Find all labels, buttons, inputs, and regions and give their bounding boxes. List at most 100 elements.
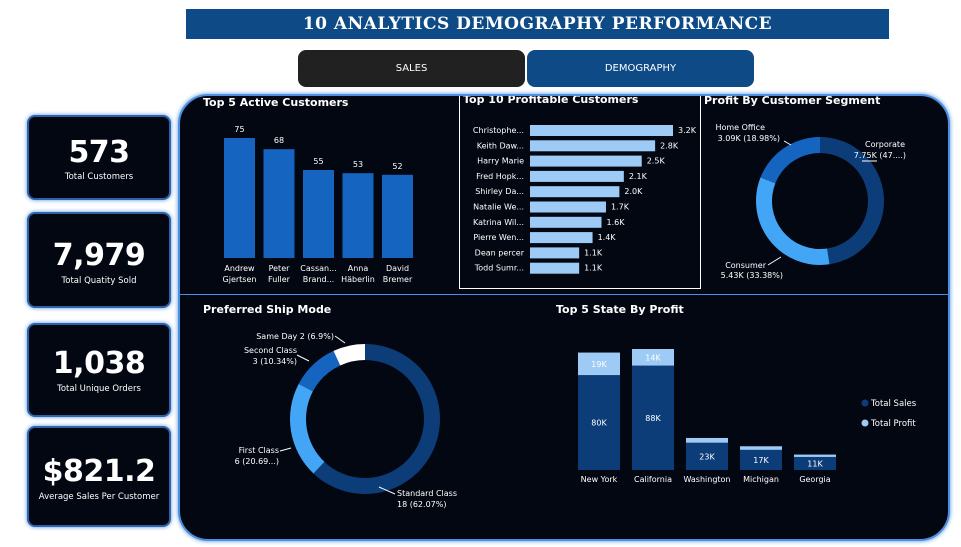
slice-first-class [290,383,325,474]
kpi-card-total-quantity: 7,979 Total Quatity Sold [27,212,171,308]
bar-sales-georgia [794,456,836,470]
data-label: 2.8K [660,141,679,150]
chart-profitable-customers: Christophe... 3.2K Keith Daw... 2.8K Harry M… [473,125,697,274]
bar-profit-california [632,349,674,366]
chart-title-state-profit: Top 5 State By Profit [556,303,684,316]
bar-profit-georgia [794,454,836,457]
chart-title-ship-mode: Preferred Ship Mode [203,303,332,316]
segment-label-consumer: Consumer [725,261,767,270]
category-label: Anna [348,264,369,273]
kpi-card-average-sales: $821.2 Average Sales Per Customer [27,426,171,527]
bar-keith-daw [530,140,656,152]
bar-christophe [530,125,673,136]
chart-title-customer-segment: Profit By Customer Segment [704,94,881,107]
bar-todd-sumr [530,262,580,274]
kpi-label: Average Sales Per Customer [38,492,160,502]
data-label: 75 [234,125,244,134]
bar-natalie-we [530,201,606,213]
ship-value-standard-class: 18 (62.07%) [397,500,446,509]
ship-value-second-class: 3 (10.34%) [253,357,297,366]
bar-sales-california [632,365,674,470]
data-label: 2.0K [624,187,643,196]
bar-cassan-brand [303,170,334,258]
slice-second-class [298,350,341,392]
bar-shirley-da [530,186,620,198]
category-label: Katrina Wil... [473,218,524,227]
category-label: Peter [269,264,291,273]
kpi-card-total-orders: 1,038 Total Unique Orders [27,323,171,417]
chart-state-profit: 80K 19K New York 88K 14K California 23K Washing… [578,349,917,484]
data-label: 2.5K [647,157,666,166]
ship-label-standard-class: Standard Class [397,489,457,498]
leader-line [279,447,292,452]
slice-same-day [333,344,365,366]
category-label: California [634,475,672,484]
data-label-profit: 19K [591,360,607,369]
slice-corporate [820,137,884,265]
bar-dean-percer [530,247,580,259]
tab-sales[interactable]: SALES [298,50,525,87]
kpi-value: 573 [68,135,130,170]
kpi-value: 7,979 [52,238,146,273]
bar-sales-washington [686,442,728,470]
chart-title-active-customers: Top 5 Active Customers [203,96,349,109]
bar-anna-h-berlin [342,173,374,258]
category-label: Christophe... [473,126,524,135]
category-label: Georgia [799,475,830,484]
category-label: Bremer [383,275,413,284]
category-label: Andrew [224,264,255,273]
data-label: 52 [392,162,402,171]
chart-active-customers: 75 Andrew Gjertsen 68 Peter Fuller 55 Cassan...… [223,125,413,284]
bar-profit-washington [686,437,728,443]
data-label-sales: 11K [807,459,823,468]
kpi-label: Total Customers [64,172,134,182]
data-label: 2.1K [629,172,648,181]
ship-label-second-class: Second Class [244,346,297,355]
chart-title-profitable-customers: Top 10 Profitable Customers [463,94,639,106]
ship-label-first-class: First Class [239,446,279,455]
data-label-sales: 80K [591,419,607,428]
category-label: Fred Hopk... [476,172,524,181]
bar-sales-michigan [740,449,782,470]
bar-andrew-gjertsen [224,138,255,258]
category-label: Häberlin [341,275,375,284]
category-label: Cassan... [300,264,336,273]
data-label: 1.6K [607,218,626,227]
category-label: Washington [683,475,730,484]
segment-label-consumer: 5.43K (33.38%) [721,271,783,280]
legend-label-total-profit: Total Profit [870,419,916,429]
leader-line [334,335,346,344]
segment-label-corporate: 7.75K (47....) [854,151,906,160]
data-label-sales: 17K [753,456,769,465]
segment-label-corporate: Corporate [865,140,905,149]
data-label-sales: 23K [699,452,715,461]
page-title: 10 ANALYTICS DEMOGRAPHY PERFORMANCE [186,9,889,39]
category-label: David [386,264,409,273]
tab-demography[interactable]: DEMOGRAPHY [527,50,754,87]
category-label: Pierre Wen... [473,233,524,242]
category-label: Dean percer [475,248,525,257]
legend-label-total-sales: Total Sales [870,399,917,409]
bar-profit-michigan [740,446,782,450]
data-label: 1.1K [584,264,603,273]
segment-label-home-office: 3.09K (18.98%) [718,134,780,143]
category-label: Todd Sumr... [474,264,524,273]
segment-label-home-office: Home Office [715,123,765,132]
kpi-value: 1,038 [52,346,146,381]
bar-katrina-wil [530,216,602,228]
category-label: Harry Marie [477,157,524,166]
bar-harry-marie [530,155,642,167]
data-label: 3.2K [678,126,697,135]
bar-pierre-wen [530,232,593,244]
kpi-label: Total Unique Orders [57,384,141,394]
slice-home-office [760,137,820,184]
legend-marker-total-sales [861,399,869,407]
profitable-customers-frame [459,96,701,289]
data-label: 1.7K [611,203,630,212]
chart-ship-mode: Standard Class 18 (62.07%) First Class 6 (2… [235,332,457,509]
data-label: 53 [353,160,363,169]
data-label: 1.4K [598,233,617,242]
leader-line [378,486,396,495]
data-label-profit: 14K [645,353,661,362]
ship-value-first-class: 6 (20.69...) [235,457,279,466]
